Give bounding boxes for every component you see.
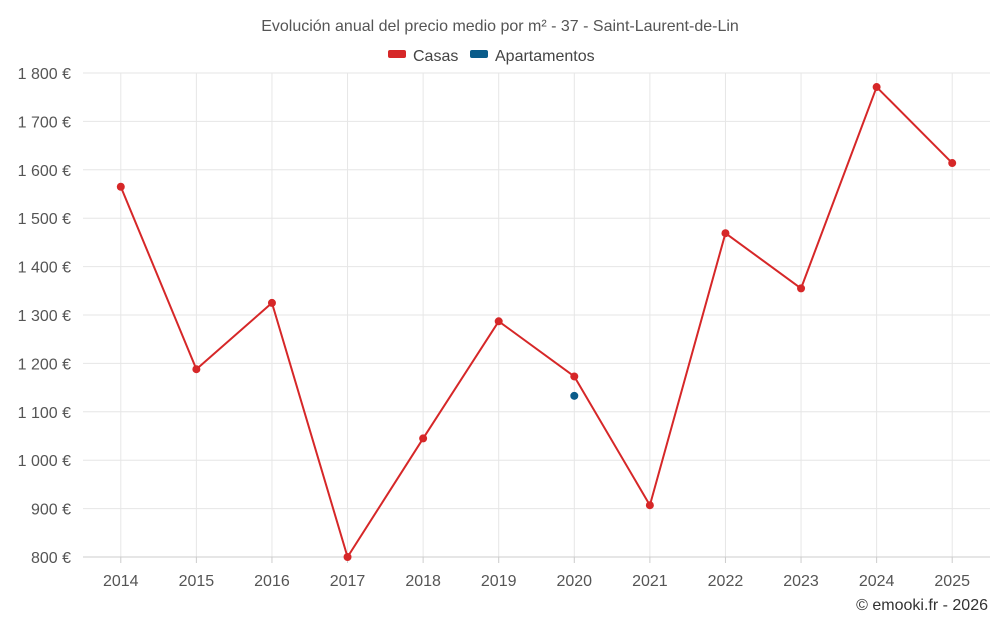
y-tick-label: 800 € [31, 550, 71, 567]
data-point[interactable] [192, 365, 201, 374]
credit-text: © emooki.fr - 2026 [856, 597, 988, 614]
series-apartamentos [570, 391, 579, 400]
x-tick-label: 2022 [708, 573, 744, 590]
y-tick-label: 1 100 € [18, 405, 71, 422]
x-tick-label: 2019 [481, 573, 517, 590]
data-point[interactable] [570, 372, 579, 381]
data-point[interactable] [343, 553, 352, 561]
data-point[interactable] [948, 159, 957, 168]
legend-item-casas[interactable]: Casas [388, 48, 458, 65]
legend-label: Apartamentos [495, 48, 595, 65]
x-axis-ticks: 2014 2015 2016 2017 2018 2019 2020 2021 2022 2023… [103, 573, 970, 590]
x-gridlines [83, 73, 990, 563]
y-tick-label: 900 € [31, 502, 71, 519]
y-tick-label: 1 700 € [18, 114, 71, 131]
y-tick-label: 1 600 € [18, 163, 71, 180]
legend-label: Casas [413, 48, 458, 65]
legend-item-apartamentos[interactable]: Apartamentos [470, 48, 595, 65]
x-tick-label: 2021 [632, 573, 668, 590]
chart-title: Evolución anual del precio medio por m² … [261, 18, 739, 35]
y-tick-label: 1 000 € [18, 453, 71, 470]
data-point[interactable] [645, 501, 654, 510]
series-line [119, 86, 953, 558]
legend: Casas Apartamentos [388, 48, 595, 65]
x-tick-label: 2014 [103, 573, 139, 590]
data-point[interactable] [797, 284, 806, 293]
y-tick-label: 1 800 € [18, 66, 71, 83]
data-point[interactable] [721, 229, 730, 238]
x-tick-label: 2015 [179, 573, 215, 590]
x-tick-label: 2020 [556, 573, 592, 590]
x-tick-label: 2018 [405, 573, 441, 590]
y-tick-label: 1 500 € [18, 211, 71, 228]
series-casas [116, 83, 957, 561]
legend-swatch [470, 50, 488, 58]
y-tick-label: 1 300 € [18, 308, 71, 325]
y-tick-label: 1 400 € [18, 260, 71, 277]
data-point[interactable] [872, 83, 881, 92]
x-tick-label: 2024 [859, 573, 895, 590]
x-tick-label: 2023 [783, 573, 819, 590]
series-layer [116, 83, 957, 561]
y-tick-label: 1 200 € [18, 356, 71, 373]
x-tick-label: 2025 [934, 573, 970, 590]
data-point[interactable] [419, 434, 428, 443]
x-tick-label: 2017 [330, 573, 366, 590]
data-point[interactable] [570, 391, 579, 400]
legend-swatch [388, 50, 406, 58]
y-gridlines [83, 72, 990, 558]
data-point[interactable] [494, 317, 503, 326]
data-point[interactable] [267, 298, 276, 307]
y-axis-ticks: 800 € 900 € 1 000 € 1 100 € 1 200 € 1 300 € 1 … [18, 66, 71, 567]
x-tick-label: 2016 [254, 573, 290, 590]
data-point[interactable] [116, 182, 125, 191]
